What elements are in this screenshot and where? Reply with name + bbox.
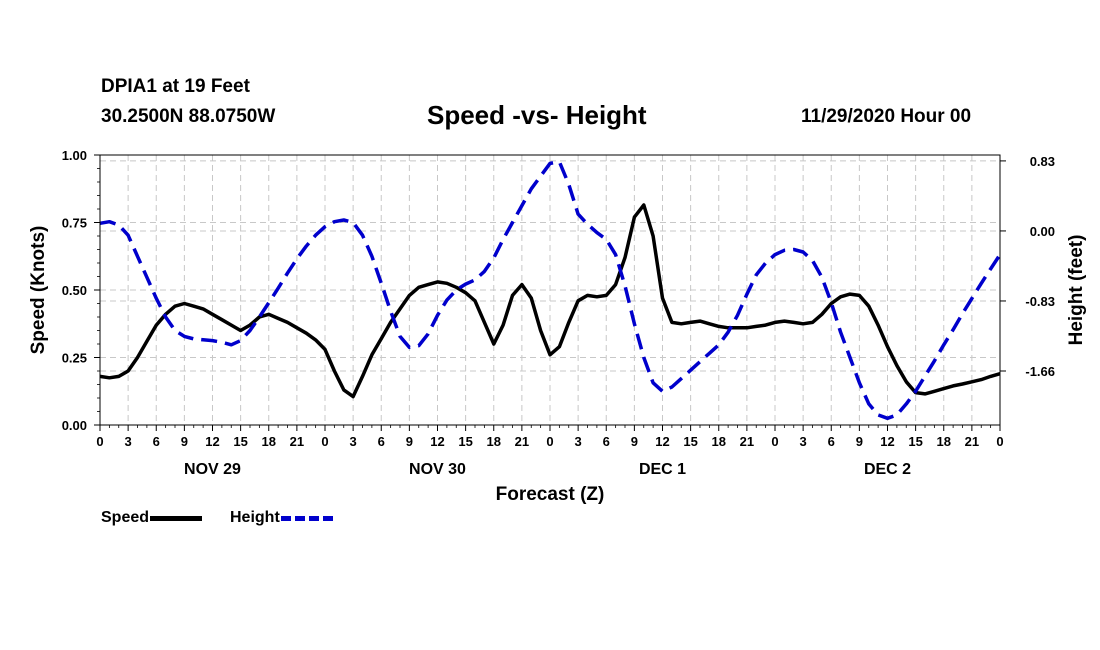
y-right-tick-label: -1.66 [1025,364,1055,379]
y-axis-left-title: Speed (Knots) [28,226,49,355]
x-tick-label: 3 [575,434,582,449]
y-left-tick-label: 0.00 [62,418,87,433]
grid [100,155,1000,425]
x-tick-label: 15 [908,434,922,449]
legend-height-swatch [280,515,333,521]
x-tick-label: 0 [321,434,328,449]
chart-title: Speed -vs- Height [427,100,647,130]
x-tick-label: 21 [965,434,979,449]
x-tick-label: 18 [937,434,951,449]
x-tick-label: 0 [546,434,553,449]
x-tick-label: 18 [712,434,726,449]
x-axis-title: Forecast (Z) [496,484,605,505]
x-tick-label: 15 [233,434,247,449]
y-axis-right-title: Height (feet) [1066,235,1087,346]
x-day-label: NOV 30 [409,461,466,478]
coordinates-label: 30.2500N 88.0750W [101,106,276,127]
forecast-timestamp: 11/29/2020 Hour 00 [801,106,972,127]
y-left-tick-label: 0.75 [62,216,87,231]
x-tick-label: 12 [430,434,444,449]
x-tick-label: 21 [290,434,304,449]
series-line-height [99,160,1002,421]
x-tick-label: 9 [181,434,188,449]
x-tick-label: 15 [683,434,697,449]
x-tick-label: 9 [631,434,638,449]
y-left-tick-label: 0.25 [62,351,87,366]
x-tick-label: 6 [828,434,835,449]
x-tick-label: 0 [771,434,778,449]
y-right-tick-label: 0.00 [1030,224,1055,239]
x-tick-label: 18 [487,434,501,449]
y-right-tick-label: 0.83 [1030,154,1055,169]
x-tick-label: 6 [603,434,610,449]
x-tick-label: 3 [800,434,807,449]
x-tick-label: 21 [515,434,529,449]
x-tick-label: 12 [880,434,894,449]
x-tick-label: 21 [740,434,754,449]
x-tick-label: 12 [205,434,219,449]
x-tick-label: 6 [153,434,160,449]
x-tick-label: 0 [96,434,103,449]
x-day-label: DEC 1 [639,461,686,478]
series-layer [99,160,1002,421]
x-day-label: NOV 29 [184,461,241,478]
x-tick-label: 3 [125,434,132,449]
series-line-speed [99,203,1001,399]
x-tick-label: 9 [406,434,413,449]
x-tick-label: 6 [378,434,385,449]
legend-speed-swatch [150,515,203,521]
station-label: DPIA1 at 19 Feet [101,76,250,97]
legend-height: Height [230,509,333,527]
y-right-tick-label: -0.83 [1025,294,1055,309]
legend-speed: Speed [101,509,203,527]
x-tick-label: 15 [458,434,472,449]
x-day-label: DEC 2 [864,461,911,478]
y-left-tick-label: 1.00 [62,148,87,163]
x-tick-label: 0 [996,434,1003,449]
legend-speed-label: Speed [101,509,150,526]
y-left-tick-label: 0.50 [62,283,87,298]
x-tick-label: 3 [350,434,357,449]
x-tick-label: 18 [262,434,276,449]
x-tick-label: 12 [655,434,669,449]
legend-height-label: Height [230,509,280,526]
axes: 0 3 6 9 12 15 18 21 0 3 6 9 12 15 18 21 0 3 6 9 12 15 18 21 0 3 6 9… [62,148,1055,478]
x-tick-label: 9 [856,434,863,449]
